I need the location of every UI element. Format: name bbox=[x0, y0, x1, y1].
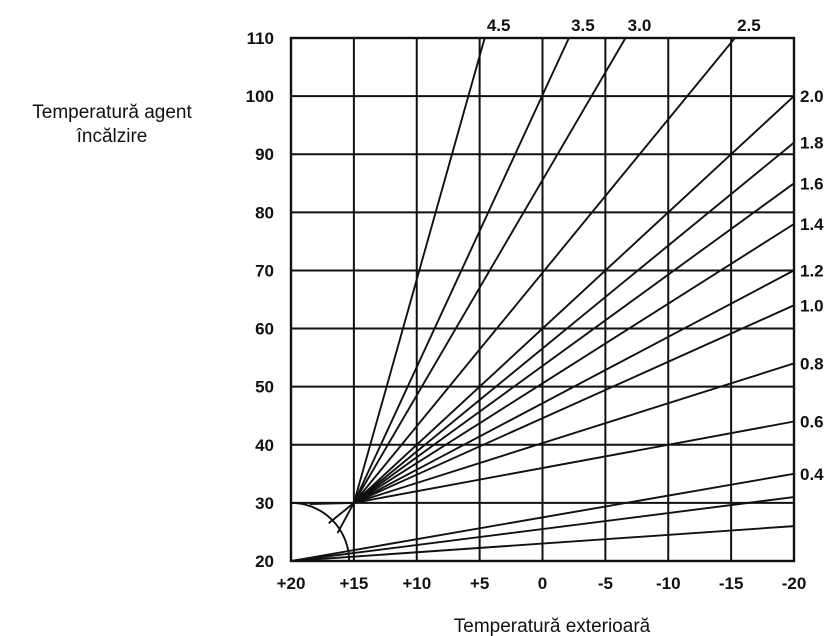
series-label: 1.2 bbox=[800, 261, 824, 280]
fan-line bbox=[336, 502, 355, 534]
y-tick-label: 110 bbox=[247, 29, 274, 48]
y-tick-label: 50 bbox=[255, 378, 274, 397]
x-tick-label: +10 bbox=[402, 574, 431, 593]
heating-curve-0-4 bbox=[290, 472, 795, 562]
heating-curve-2-0 bbox=[353, 95, 795, 504]
y-tick-label: 20 bbox=[255, 552, 274, 571]
x-tick-label: -20 bbox=[782, 574, 807, 593]
series-label: 1.8 bbox=[800, 134, 824, 153]
x-tick-label: -15 bbox=[719, 574, 744, 593]
curve-layer bbox=[290, 37, 795, 562]
x-tick-label: 0 bbox=[538, 574, 547, 593]
series-label: 4.5 bbox=[487, 16, 511, 35]
series-label: 1.0 bbox=[800, 296, 824, 315]
y-tick-label: 40 bbox=[255, 436, 274, 455]
heating-curve-1-2 bbox=[353, 269, 795, 504]
y-tick-label: 30 bbox=[255, 494, 274, 513]
series-label: 3.0 bbox=[628, 16, 652, 35]
fan-line bbox=[290, 525, 795, 562]
series-label: 0.4 bbox=[800, 465, 824, 484]
series-label: 2.0 bbox=[800, 87, 824, 106]
heating-curve-0-8 bbox=[353, 362, 795, 504]
x-tick-label: +20 bbox=[277, 574, 306, 593]
y-tick-label: 60 bbox=[255, 320, 274, 339]
y-tick-label: 70 bbox=[255, 261, 274, 280]
fan-line bbox=[328, 502, 355, 524]
heating-curve-3-5 bbox=[353, 37, 570, 504]
plot-frame bbox=[289, 36, 796, 563]
series-label: 0.6 bbox=[800, 413, 824, 432]
x-axis-title: Temperatură exterioară bbox=[454, 616, 651, 636]
series-label: 3.5 bbox=[571, 16, 595, 35]
fan-line bbox=[290, 496, 795, 562]
heating-curve-1-6 bbox=[353, 182, 795, 504]
tick-layer: +20 +15 +10 +5 0 -5 -10 -15 -20 20 30 40 50 60 70 80 90 1… bbox=[246, 29, 807, 593]
heating-curve-0-6 bbox=[353, 420, 795, 504]
series-label: 2.5 bbox=[737, 16, 761, 35]
heating-curve-1-4 bbox=[353, 223, 795, 504]
y-axis-title-line-2: încălzire bbox=[76, 126, 148, 147]
y-tick-label: 100 bbox=[246, 87, 274, 106]
x-tick-label: +15 bbox=[339, 574, 368, 593]
series-label-layer: 4.5 3.5 3.0 2.5 2.0 1.8 1.6 1.4 1.2 1.0 0.8 0.6 0.4 bbox=[487, 16, 824, 484]
x-tick-label: -10 bbox=[656, 574, 681, 593]
heating-curve-4-5 bbox=[352, 37, 486, 504]
x-tick-label: -5 bbox=[598, 574, 613, 593]
series-label: 0.8 bbox=[800, 354, 824, 373]
heating-curve-1-8 bbox=[353, 141, 795, 504]
series-label: 1.6 bbox=[800, 174, 824, 193]
y-axis-title-line-1: Temperatură agent bbox=[32, 102, 192, 123]
heating-curve-3-0 bbox=[353, 37, 627, 504]
series-label: 1.4 bbox=[800, 215, 824, 234]
y-tick-label: 80 bbox=[255, 203, 274, 222]
x-tick-label: +5 bbox=[470, 574, 489, 593]
fan-line bbox=[309, 501, 354, 506]
y-tick-label: 90 bbox=[255, 145, 274, 164]
heating-curve-2-5 bbox=[353, 37, 736, 504]
heating-curve-1-0 bbox=[353, 304, 795, 504]
